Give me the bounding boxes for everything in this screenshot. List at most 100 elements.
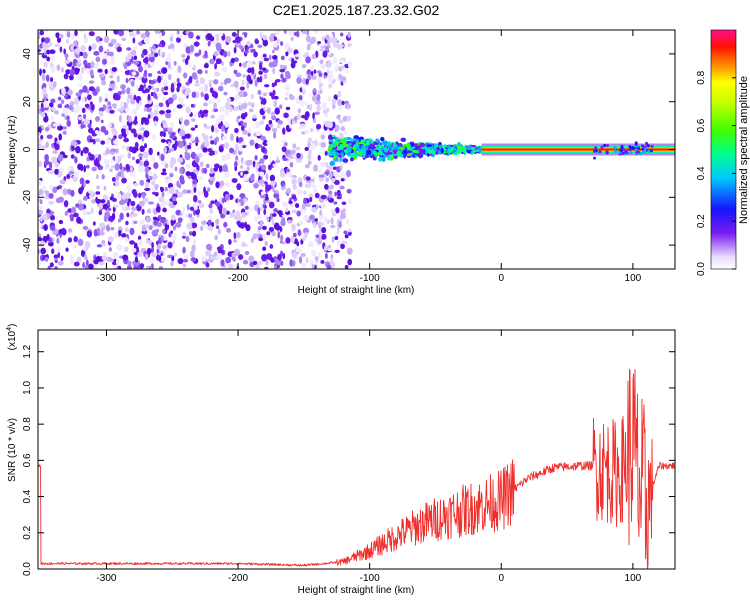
spectrogram-cell <box>140 53 145 59</box>
spectrogram-xtick-label: -300 <box>96 273 116 284</box>
spectrogram-cell <box>191 222 198 229</box>
spectrogram-cell <box>113 140 118 144</box>
spectrogram-cell <box>178 183 182 189</box>
spectrogram-cell <box>162 168 167 173</box>
spectrogram-cell <box>40 102 44 109</box>
spectrogram-cell <box>43 30 48 33</box>
spectrogram-cell <box>292 232 297 238</box>
spectrogram-cell <box>80 164 84 172</box>
spectrogram-cell <box>90 206 94 214</box>
spectrogram-cell <box>131 247 137 253</box>
spectrogram-cell <box>271 230 276 237</box>
spectrogram-cell <box>446 149 452 155</box>
spectrogram-cell <box>193 186 197 193</box>
spectrogram-cell <box>139 220 145 225</box>
spectrogram-cell <box>62 126 68 130</box>
spectrogram-cell <box>262 233 267 241</box>
spectrogram-cell <box>328 194 333 198</box>
spectrogram-cell <box>381 156 386 163</box>
spectrogram-cell <box>138 153 143 158</box>
spectrogram-cell <box>406 153 411 157</box>
spectrogram-cell <box>304 114 309 121</box>
spectrogram-cell <box>168 149 172 153</box>
spectrogram-cell <box>47 169 54 175</box>
spectrogram-cell <box>188 31 194 39</box>
spectrogram-cell <box>320 202 326 209</box>
spectrogram-cell <box>207 148 213 153</box>
spectrogram-cell <box>410 143 416 146</box>
spectrogram-cell <box>51 156 55 164</box>
spectrogram-cell <box>130 56 134 64</box>
spectrogram-cell <box>320 63 326 71</box>
spectrogram-cell <box>144 187 151 192</box>
spectrogram-cell <box>71 206 77 214</box>
spectrogram-cell <box>314 100 321 105</box>
spectrogram-cell <box>250 238 255 244</box>
spectrogram-cell <box>241 108 246 114</box>
spectrogram-cell <box>348 142 352 147</box>
colorbar <box>711 30 736 269</box>
spectrogram-cell <box>81 97 85 103</box>
spectrogram-cell <box>105 139 110 145</box>
spectrogram-cell <box>295 247 302 253</box>
spectrogram-cell <box>297 189 303 195</box>
spectrogram-cell <box>282 241 286 245</box>
spectrogram-cell <box>67 89 73 96</box>
spectrogram-cell <box>184 133 191 139</box>
spectrogram-cell <box>48 192 54 199</box>
spectrogram-cell <box>204 93 209 101</box>
spectrogram-cell <box>100 119 104 124</box>
spectrogram-cell <box>162 229 166 234</box>
spectrogram-cell <box>173 60 177 66</box>
spectrogram-cell <box>438 144 442 149</box>
spectrogram-cell <box>166 254 173 259</box>
spectrogram-cell <box>144 167 150 173</box>
spectrogram-cell <box>594 146 598 150</box>
spectrogram-cell <box>318 82 323 90</box>
spectrogram-cell <box>75 92 82 97</box>
spectrogram-cell <box>258 70 263 75</box>
spectrogram-cell <box>144 224 150 228</box>
spectrogram-cell <box>284 142 288 147</box>
spectrogram-cell <box>342 137 348 143</box>
spectrogram-cell <box>143 130 150 138</box>
spectrogram-cell <box>54 161 60 168</box>
spectrogram-cell <box>232 209 236 214</box>
spectrogram-cell <box>59 179 66 185</box>
spectrogram-cell <box>114 231 119 239</box>
spectrogram-cell <box>150 91 154 97</box>
snr-xtick-label: -200 <box>228 573 248 584</box>
spectrogram-cell <box>94 130 99 135</box>
spectrogram-cell <box>186 203 190 211</box>
spectrogram-cell <box>100 140 106 145</box>
spectrogram-cell <box>111 197 117 203</box>
spectrogram-cell <box>144 143 148 149</box>
spectrogram-cell <box>338 73 342 79</box>
spectrogram-cell <box>286 47 293 54</box>
spectrogram-cell <box>151 155 156 163</box>
spectrogram-cell <box>337 106 343 110</box>
snr-ytick-label: 0.8 <box>22 417 33 431</box>
spectrogram-cell <box>153 109 159 117</box>
spectrogram-cell <box>51 237 56 243</box>
spectrogram-cell <box>141 117 147 122</box>
spectrogram-cell <box>145 216 151 223</box>
spectrogram-cell <box>335 207 340 214</box>
spectrogram-cell <box>75 145 81 154</box>
spectrogram-cell <box>373 150 377 156</box>
spectrogram-cell <box>143 69 148 77</box>
spectrogram-cell <box>347 258 353 266</box>
spectrogram-cell <box>314 111 320 116</box>
spectrogram-cell <box>291 57 295 65</box>
spectrogram-cell <box>151 241 154 249</box>
spectrogram-cell <box>279 64 284 69</box>
spectrogram-cell <box>466 144 472 151</box>
spectrogram-cell <box>179 212 183 216</box>
spectrogram-cell <box>40 247 47 255</box>
snr-ytick-label: 1.2 <box>22 344 33 358</box>
spectrogram-cell <box>225 256 232 264</box>
spectrogram-cell <box>181 135 187 140</box>
spectrogram-cell <box>246 166 250 171</box>
spectrogram-cell <box>188 142 192 146</box>
spectrogram-cell <box>78 30 83 33</box>
